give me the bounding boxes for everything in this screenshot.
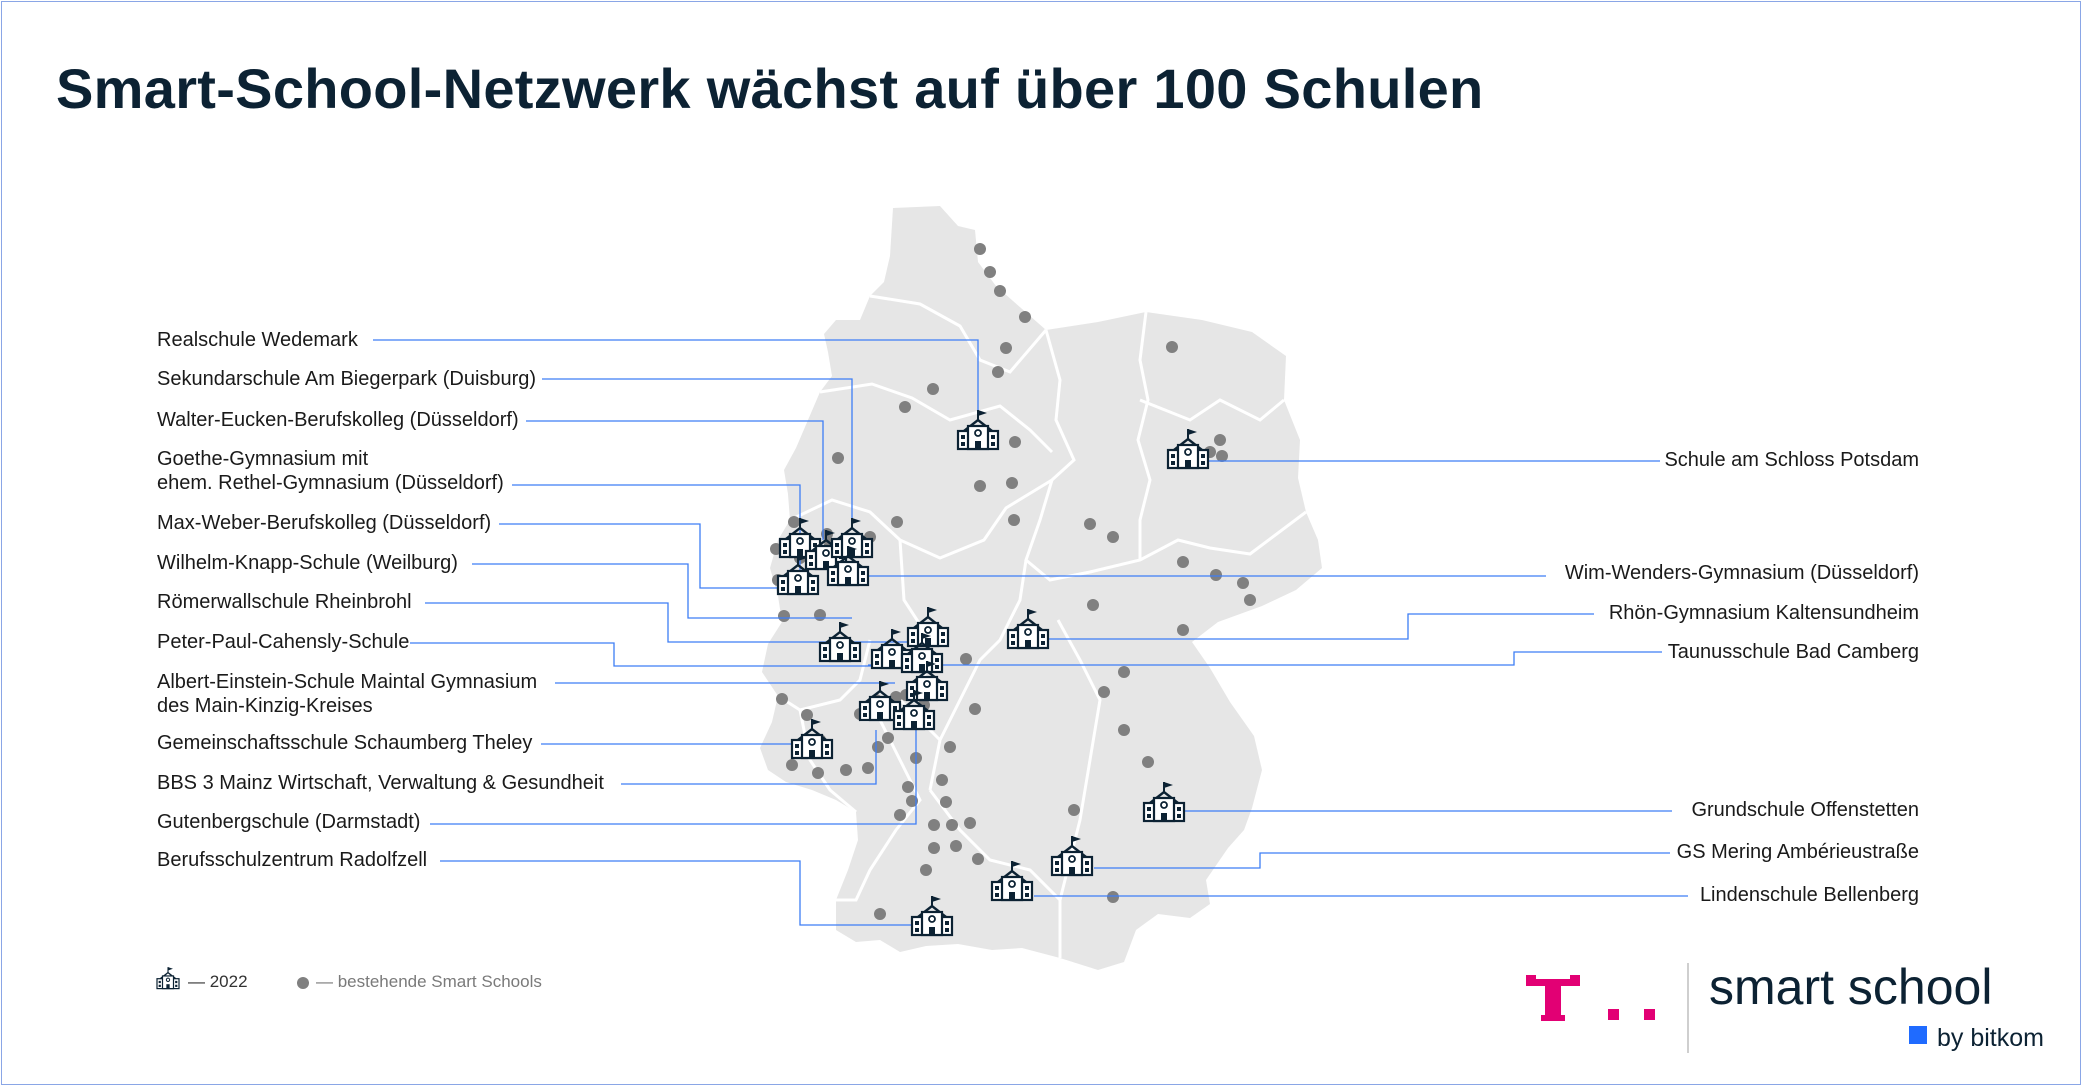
brand-divider [1687,963,1689,1053]
label-max-weber: Max-Weber-Berufskolleg (Düsseldorf) [157,512,492,534]
leader-lines [373,339,1688,926]
label-albert-einstein-1: Albert-Einstein-Schule Maintal Gymnasium [157,671,538,693]
label-albert-einstein-2: des Main-Kinzig-Kreises [157,695,373,717]
label-bellenberg: Lindenschule Bellenberg [1699,884,1919,906]
label-sekundarschule-biegerpark: Sekundarschule Am Biegerpark (Duisburg) [157,368,537,390]
label-goethe-gymnasium-2: ehem. Rethel-Gymnasium (Düsseldorf) [157,472,504,494]
brand-sub: by bitkom [1937,1024,2044,1052]
label-walter-eucken: Walter-Eucken-Berufskolleg (Düsseldorf) [157,409,519,431]
label-potsdam: Schule am Schloss Potsdam [1664,449,1919,471]
telekom-logo [1526,975,1655,1021]
label-wilhelm-knapp: Wilhelm-Knapp-Schule (Weilburg) [157,552,458,574]
legend-dot [297,977,309,989]
label-peter-paul-cahensly: Peter-Paul-Cahensly-Schule [157,631,410,653]
label-gs-mering: GS Mering Ambérieustraße [1676,841,1919,863]
legend-school-icon [156,966,180,990]
legend-existing-label: — bestehende Smart Schools [316,972,542,991]
label-schaumberg-theley: Gemeinschaftsschule Schaumberg Theley [157,732,533,754]
label-taunusschule: Taunusschule Bad Camberg [1667,641,1919,663]
legend-2022-label: — 2022 [188,972,248,991]
label-roemerwallschule: Römerwallschule Rheinbrohl [157,591,412,613]
germany-shape [760,206,1322,970]
label-offenstetten: Grundschule Offenstetten [1691,799,1919,821]
bitkom-square-icon [1909,1026,1927,1044]
existing-smart-schools [770,243,1256,920]
label-gutenbergschule: Gutenbergschule (Darmstadt) [157,811,421,833]
label-realschule-wedemark: Realschule Wedemark [157,329,358,351]
page-title: Smart-School-Netzwerk wächst auf über 10… [56,57,1484,120]
label-goethe-gymnasium-1: Goethe-Gymnasium mit [157,448,369,470]
label-rhoen-gymnasium: Rhön-Gymnasium Kaltensundheim [1608,602,1919,624]
brand-name: smart school [1709,959,1993,1015]
label-radolfzell: Berufsschulzentrum Radolfzell [157,849,428,871]
label-bbs3-mainz: BBS 3 Mainz Wirtschaft, Verwaltung & Ges… [157,772,604,794]
label-wim-wenders: Wim-Wenders-Gymnasium (Düsseldorf) [1564,562,1919,584]
